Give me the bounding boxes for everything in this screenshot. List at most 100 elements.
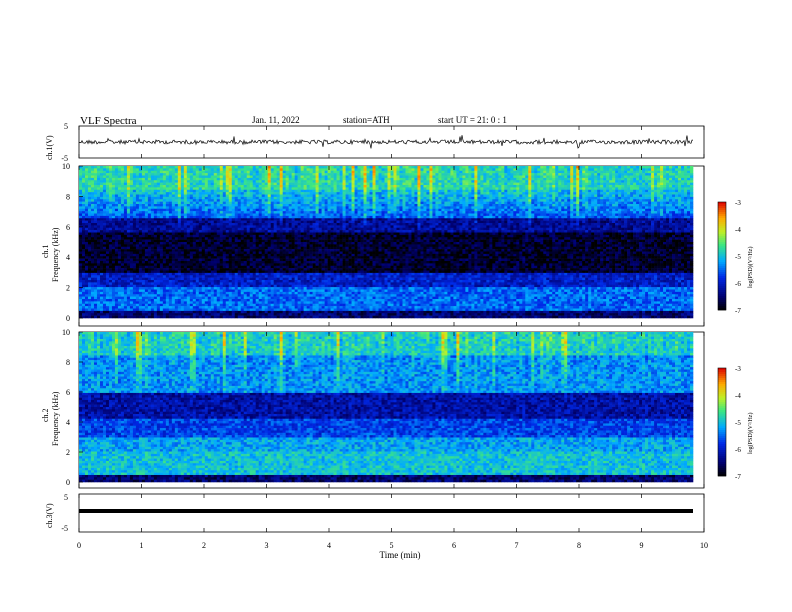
spectrogram-cell [615,170,619,174]
spectrogram-cell [189,194,194,198]
spectrogram-cell [351,180,355,183]
spectrogram-cell [474,218,478,221]
spectrogram-cell [657,175,661,179]
spectrogram-cell [537,170,541,174]
spectrogram-cell [201,211,206,214]
spectrogram-cell [471,211,475,214]
spectrogram-cell [177,223,182,226]
spectrogram-cell [639,218,643,221]
spectrogram-cell [96,215,101,219]
spectrogram-cell [504,218,508,221]
spectrogram-cell [471,187,475,191]
spectrogram-cell [96,213,101,217]
spectrogram-cell [330,211,334,214]
spectrogram-cell [507,194,511,198]
spectrogram-cell [82,170,86,174]
spectrogram-cell [285,206,289,210]
spectrogram-cell [525,187,529,191]
spectrogram-cell [609,180,613,183]
spectrogram-cell [453,182,457,186]
spectrogram-cell [654,180,658,183]
spectrogram-cell [687,187,691,191]
spectrogram-cell [672,182,676,186]
spectrogram-cell [621,173,625,176]
spectrogram-cell [648,173,652,176]
spectrogram-cell [555,206,559,210]
spectrogram-cell [651,204,655,207]
spectrogram-cell [87,220,92,224]
spectrogram-cell [651,177,655,181]
spectrogram-cell [423,166,427,169]
spectrogram-cell [351,208,355,212]
spectrogram-cell [321,213,325,217]
spectrogram-cell [234,168,239,172]
spectrogram-cell [216,213,221,217]
spectrogram-cell [129,208,134,212]
spectrogram-cell [288,192,292,195]
spectrogram-cell [129,218,134,221]
spectrogram-cell [660,192,664,195]
spectrogram-cell [264,180,268,183]
spectrogram-cell [306,168,310,172]
spectrogram-cell [510,220,514,224]
spectrogram-cell [117,187,122,191]
spectrogram-cell [192,199,197,202]
spectrogram-cell [156,211,161,214]
spectrogram-cell [309,166,313,169]
spectrogram-cell [648,187,652,191]
spectrogram-cell [666,215,670,219]
spectrogram-cell [82,166,86,169]
spectrogram-cell [213,173,218,176]
spectrogram-cell [501,182,505,186]
spectrogram-cell [654,213,658,217]
spectrogram-cell [567,168,571,172]
spectrogram-cell [288,177,292,181]
spectrogram-cell [357,175,361,179]
spectrogram-cell [79,187,83,191]
spectrogram-cell [333,175,337,179]
spectrogram-cell [276,187,280,191]
spectrogram-cell [687,173,691,176]
spectrogram-cell [384,189,388,193]
spectrogram-cell [375,166,379,169]
spectrogram-cell [405,196,409,200]
spectrogram-cell [342,208,346,212]
spectrogram-cell [345,206,349,210]
spectrogram-cell [126,170,131,174]
spectrogram-cell [522,175,526,179]
spectrogram-cell [609,213,613,217]
spectrogram-cell [420,168,424,172]
spectrogram-cell [159,218,164,221]
spectrogram-cell [495,201,499,205]
spectrogram-cell [594,187,598,191]
spectrogram-cell [645,213,649,217]
spectrogram-cell [441,218,445,221]
spectrogram-cell [528,211,532,214]
spectrogram-cell [108,220,113,224]
spectrogram-cell [264,194,268,198]
spectrogram-cell [372,204,376,207]
spectrogram-cell [582,173,586,176]
spectrogram-cell [507,182,511,186]
spectrogram-cell [381,206,385,210]
spectrogram-cell [468,192,472,195]
spectrogram-cell [375,187,379,191]
spectrogram-cell [84,201,89,205]
spectrogram-cell [588,204,592,207]
spectrogram-cell [564,185,568,188]
spectrogram-cell [507,204,511,207]
spectrogram-cell [153,189,158,193]
spectrogram-cell [543,196,547,200]
spectrogram-cell [246,175,251,179]
spectrogram-cell [576,187,580,191]
spectrogram-cell [519,196,523,200]
spectrogram-cell [621,177,625,181]
spectrogram-cell [399,170,403,174]
spectrogram-cell [141,166,146,169]
spectrogram-cell [336,177,340,181]
spectrogram-cell [633,189,637,193]
spectrogram-cell [573,175,577,179]
spectrogram-cell [537,173,541,176]
spectrogram-cell [660,189,664,193]
spectrogram-cell [417,175,421,179]
